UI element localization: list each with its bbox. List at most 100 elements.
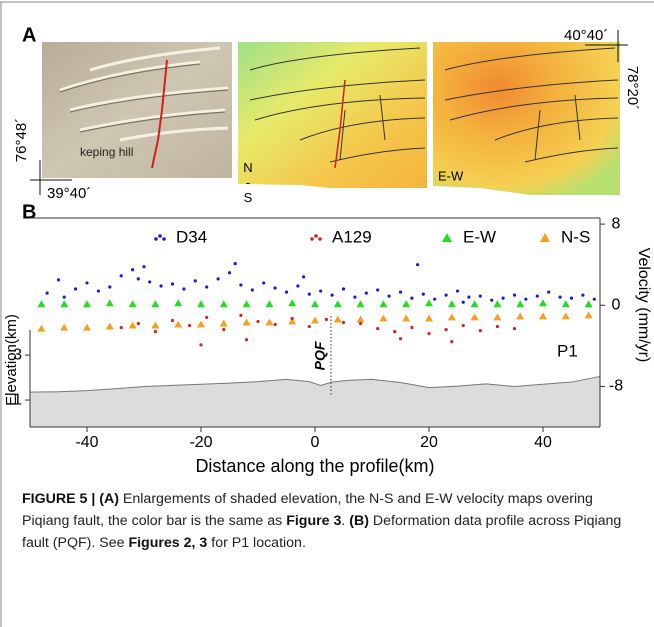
point [584,311,593,319]
point [402,314,411,322]
point [128,300,137,308]
legend-marker [318,237,322,241]
point [512,293,517,297]
point [219,300,228,308]
panel-label: B [22,201,36,223]
caption-text: (B) [349,513,369,529]
point [398,337,403,341]
point [199,343,203,347]
point [410,325,414,330]
point [108,285,112,289]
x-tick-label: 0 [311,434,320,451]
coord-label: 78°20´ [624,66,641,110]
point [60,323,69,331]
point [205,285,209,289]
point [569,296,574,300]
point [96,289,100,293]
legend-label: N-S [561,227,590,246]
point [265,318,274,326]
point [379,314,388,322]
fault [334,79,346,169]
legend-label: A129 [332,227,372,246]
place-label: keping hill [80,145,133,159]
point [45,291,49,295]
elevation-line [29,375,601,393]
point [341,320,346,325]
point [174,320,183,328]
point [478,294,482,298]
point [105,322,114,330]
point [85,281,89,285]
point [490,298,494,302]
point [288,299,297,307]
point [561,312,570,320]
point [433,297,437,301]
point [558,295,562,299]
point [470,300,479,308]
point [461,323,465,328]
point [151,321,160,329]
point [222,328,226,332]
point [288,317,297,325]
point [461,300,465,304]
coord-label: 39°40´ [47,185,91,202]
point [356,300,365,308]
caption-text: . [341,513,350,529]
component-label: N-S [241,160,256,205]
point [444,293,448,297]
point [398,290,403,294]
point [319,289,323,293]
legend-marker [162,237,166,241]
point [128,321,137,329]
point [547,290,551,294]
point [174,299,183,307]
component-label: E-W [438,168,464,183]
y-axis-label: Elevation(km) [3,314,20,406]
map-ns: N-S [238,42,427,205]
coord-label: 76°48´ [13,118,30,162]
point [387,294,391,298]
panel-label: A [22,24,36,46]
point [148,280,152,284]
profile-chart: B -40 -20 0 20 40 1 3 8 0 -8 Distance along the pr… [3,201,652,475]
point [193,279,197,283]
point [330,293,334,297]
point [416,263,420,267]
coord-label: 40°40´ [564,27,608,44]
point [233,262,237,266]
point [307,324,311,329]
point [159,284,163,288]
point [151,300,160,308]
point [470,313,479,321]
point [242,300,251,308]
point [227,271,232,275]
point [37,300,46,308]
point [245,338,249,342]
point [265,300,274,308]
y-tick-label: 3 [13,346,22,363]
point [539,312,547,320]
point [450,340,454,344]
caption-text: Enlargements of shaded elevation, the N-… [22,491,593,529]
point [131,268,135,272]
point [353,295,357,299]
point [242,318,251,326]
point [455,289,460,293]
point [311,300,319,308]
caption-text: Figure 3 [286,513,342,529]
y2-tick-label: 0 [612,296,621,313]
legend-label: D34 [176,227,207,246]
point [239,313,243,317]
point [250,288,254,292]
point [105,299,114,307]
point [153,330,157,334]
point [427,332,431,336]
legend-marker [158,234,162,238]
point [581,293,585,297]
caption: FIGURE 5 | (A) Enlargements of shaded el… [22,488,637,554]
point [512,326,517,331]
point [467,295,471,299]
point [256,319,260,324]
